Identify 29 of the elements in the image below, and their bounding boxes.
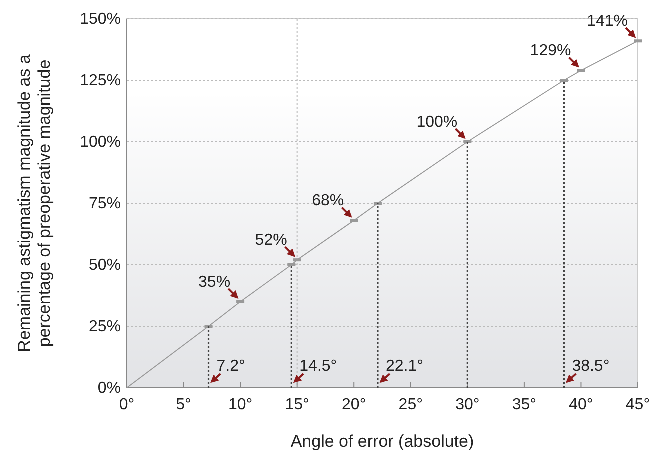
x-axis-title: Angle of error (absolute): [290, 432, 474, 451]
x-tick-label: 45°: [626, 396, 650, 414]
y-tick-label: 125%: [80, 72, 121, 90]
y-tick-label: 25%: [88, 318, 121, 336]
x-tick-label: 35°: [512, 396, 537, 414]
x-tick-label: 15°: [285, 396, 310, 414]
y-tick-label: 0%: [98, 380, 121, 398]
y-tick-label: 150%: [80, 11, 121, 28]
annotation: 22.1°: [386, 358, 424, 375]
annotation: 129%: [530, 42, 572, 60]
annotation: 14.5°: [300, 358, 338, 375]
x-tick-label: 30°: [456, 396, 480, 414]
x-tick-label: 20°: [342, 396, 366, 414]
x-tick-label: 25°: [398, 396, 423, 414]
y-axis-title: Remaining astigmatism magnitude as a percentage of preoperative magnitude: [15, 54, 54, 352]
x-tick-label: 0°: [119, 396, 135, 414]
x-tick-label: 10°: [228, 396, 253, 414]
x-tick-label: 40°: [569, 396, 594, 414]
y-tick-label: 100%: [80, 134, 121, 152]
annotation: 68%: [312, 192, 344, 210]
annotation: 7.2°: [216, 358, 246, 375]
annotation: 141%: [587, 13, 628, 30]
y-tick-label: 50%: [88, 257, 121, 274]
y-tick-label: 75%: [88, 196, 121, 213]
x-tick-label: 5°: [176, 396, 192, 414]
annotation: 38.5°: [572, 358, 610, 375]
annotation: 52%: [255, 232, 288, 250]
annotation: 35%: [198, 274, 231, 291]
annotation: 100%: [416, 114, 458, 131]
